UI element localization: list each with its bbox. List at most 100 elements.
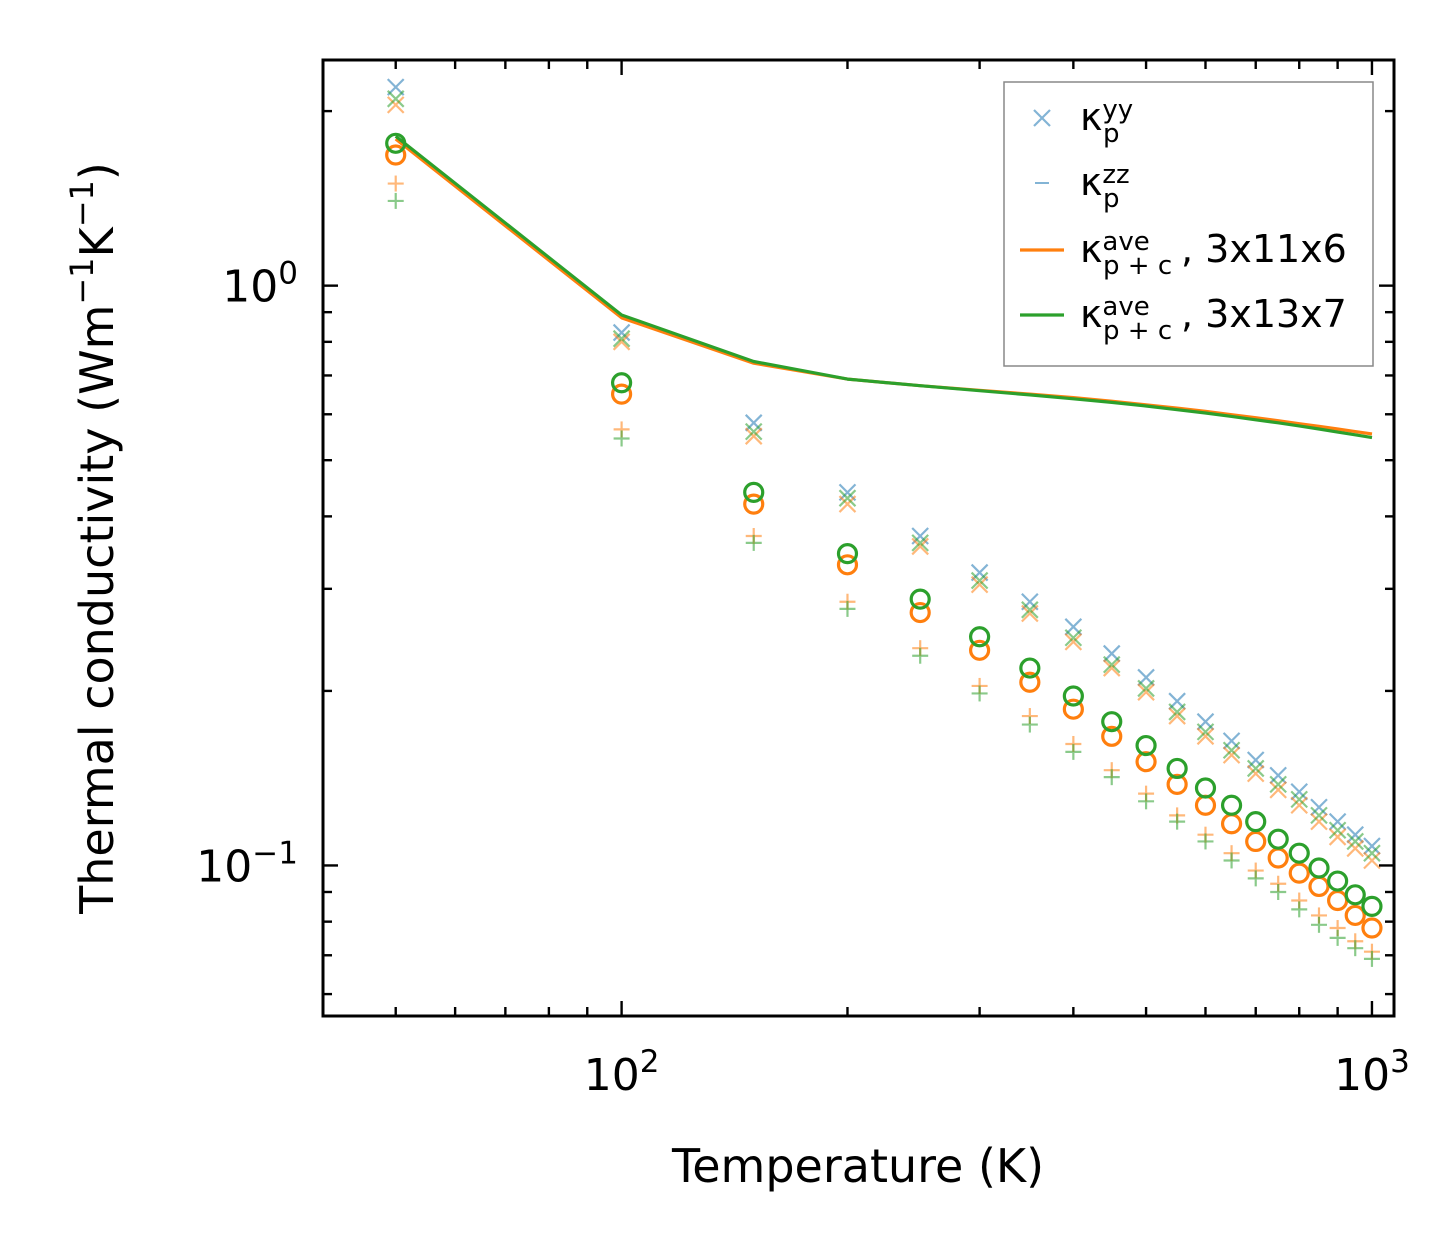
marker-stroke (612, 333, 631, 351)
data-point-kp_zz_3x13x7 (613, 430, 630, 447)
marker-stroke (1168, 707, 1186, 725)
marker-stroke (1064, 633, 1083, 651)
legend-entry-kave-3x13x7: κave p + c , 3x13x7 (1080, 292, 1347, 346)
legend-subscript: p (1103, 184, 1120, 214)
x-tick-base: 10 (584, 1050, 640, 1101)
data-point-kp_yy_3x13x7_b (1346, 832, 1365, 851)
data-point-kp_yy_3x13x7 (1137, 683, 1155, 701)
marker-stroke (1246, 764, 1265, 783)
data-point-kp_yy_3x13x7 (911, 537, 929, 556)
data-point-kpc_points_3x11x6 (1135, 751, 1157, 773)
data-point-kp_zz_3x13x7 (1270, 883, 1287, 900)
data-point-kpc_points_3x13x7 (610, 372, 633, 394)
data-point-kp_yy_3x13x7_b (1196, 723, 1215, 741)
marker-stroke (1033, 109, 1051, 127)
marker-stroke (1021, 601, 1039, 619)
data-point-kpc_points_3x11x6 (1166, 773, 1188, 795)
data-point-kp_yy_3x13x7 (1064, 633, 1083, 651)
data-point-kp_yy_3x13x7_b (911, 534, 929, 552)
data-point-kp_yy_3x13x7_b (838, 489, 857, 507)
data-point-kpc_points_3x13x7 (1101, 711, 1123, 733)
data-point-kp_yy_3x11x6 (1310, 798, 1328, 817)
data-point-kpc_points_3x13x7 (1361, 895, 1383, 917)
legend: κyy p κzz p κave p + c, 3x11x6 κave p + c, 3… (1003, 81, 1374, 367)
data-point-kp_yy_3x13x7_b (1290, 790, 1309, 809)
marker-stroke (1346, 832, 1365, 851)
data-point-kpc_points_3x13x7 (1135, 734, 1157, 757)
data-point-kpc_points_3x13x7 (1308, 857, 1330, 879)
legend-symbol: κ (1080, 227, 1102, 271)
data-point-kpc_points_3x11x6 (909, 601, 931, 624)
data-point-kp_zz_3x11x6 (387, 175, 404, 192)
x-axis-label: Temperature (K) (671, 1139, 1044, 1193)
data-point-kpc_points_3x13x7 (1267, 828, 1289, 850)
data-point-kp_zz_3x13x7 (1347, 940, 1364, 957)
marker-stroke (838, 489, 857, 507)
legend-box (1003, 81, 1374, 367)
legend-entry-kp-yy: κyy p (1080, 95, 1133, 149)
marker-stroke (744, 422, 763, 441)
legend-symbol: κ (1080, 95, 1102, 139)
legend-symbol: κ (1080, 292, 1102, 336)
y-label-exponent: −1 (63, 257, 101, 304)
legend-markers (1020, 109, 1064, 317)
marker-stroke (838, 495, 857, 513)
legend-superscript: zz (1102, 160, 1129, 190)
y-tick-base: 10 (196, 841, 252, 892)
data-point-kp_yy_3x11x6 (1363, 837, 1381, 855)
x-tick-exponent: 3 (1390, 1044, 1410, 1080)
marker-stroke (1346, 839, 1365, 858)
x-tick-label: 102 (584, 1044, 660, 1101)
y-tick-exponent: 0 (278, 256, 298, 292)
marker-stroke (1328, 821, 1347, 840)
marker-stroke (1269, 781, 1287, 799)
data-point-kp_yy_3x13x7 (1290, 796, 1309, 815)
data-point-kpc_points_3x11x6 (1062, 698, 1084, 720)
marker-stroke (1328, 812, 1347, 831)
data-point-kp_zz_3x13x7 (1329, 929, 1346, 946)
marker-stroke (1246, 759, 1265, 778)
data-point-kpc_points_3x13x7 (743, 481, 765, 503)
data-point-kp_yy_3x13x7 (1269, 781, 1287, 799)
y-label-main: Thermal conductivity (Wm (70, 305, 124, 915)
marker-stroke (1290, 782, 1309, 801)
data-point-kpc_points_3x13x7 (969, 626, 991, 648)
legend-subscript: p (1103, 119, 1120, 149)
data-point-kpc_points_3x13x7 (1245, 811, 1267, 833)
x-tick-exponent: 2 (640, 1044, 660, 1080)
legend-entry-kp-zz: κzz p (1080, 160, 1130, 214)
data-point-kp_yy_3x11x6 (1346, 825, 1365, 844)
data-point-kpc_points_3x13x7 (385, 132, 407, 154)
data-point-kpc_points_3x11x6 (1344, 904, 1366, 927)
marker-stroke (744, 414, 763, 432)
data-point-kp_yy_3x13x7 (1363, 851, 1381, 870)
marker-stroke (386, 90, 405, 108)
data-point-kp_zz_3x13x7 (1247, 870, 1264, 887)
data-point-kp_zz_3x13x7 (1021, 716, 1038, 733)
data-point-kp_yy_3x13x7_b (1168, 703, 1186, 721)
data-point-kp_yy_3x13x7 (1222, 746, 1241, 764)
x-tick-label: 103 (1334, 1044, 1410, 1101)
data-point-kpc_points_3x11x6 (969, 639, 991, 661)
marker-stroke (1196, 723, 1215, 741)
data-point-kpc_points_3x13x7 (1194, 777, 1217, 799)
data-point-kp_yy_3x13x7_b (1222, 741, 1241, 760)
data-point-kp_zz_3x13x7 (387, 192, 404, 209)
data-point-kpc_points_3x11x6 (385, 144, 407, 166)
marker-stroke (1102, 655, 1121, 674)
legend-superscript: yy (1102, 95, 1133, 125)
x-tick-base: 10 (1334, 1050, 1390, 1101)
data-point-kpc_points_3x13x7 (1019, 657, 1041, 679)
marker-stroke (1290, 796, 1309, 815)
data-point-kpc_points_3x13x7 (1220, 794, 1243, 816)
marker-stroke (1137, 683, 1155, 701)
data-point-kp_yy_3x11x6 (1328, 812, 1347, 831)
data-point-kp_zz_3x13x7 (839, 600, 856, 617)
marker-stroke (1269, 766, 1287, 785)
marker-stroke (744, 427, 763, 445)
series-line-kave_pc_3x13x7 (394, 134, 1373, 440)
marker-stroke (1310, 798, 1328, 817)
y-tick-base: 10 (222, 262, 278, 313)
marker-stroke (1246, 751, 1265, 769)
data-point-kp_yy_3x13x7_b (1269, 775, 1287, 794)
